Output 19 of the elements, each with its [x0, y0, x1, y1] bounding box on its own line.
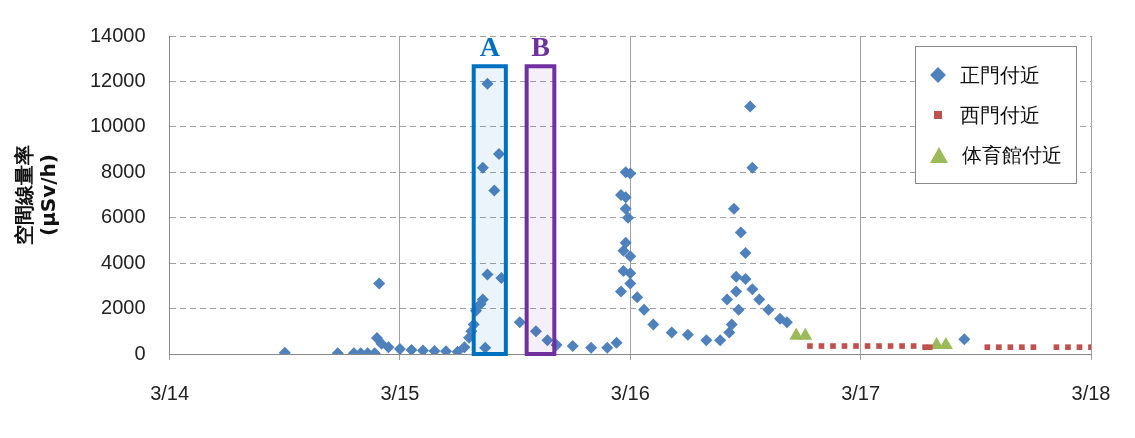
y-tick-label: 0 — [134, 341, 146, 364]
y-tick-label: 10000 — [89, 114, 146, 137]
band-label: A — [479, 31, 501, 63]
legend-label: 正門付近 — [960, 61, 1040, 89]
x-tick-label: 3/17 — [841, 381, 881, 404]
y-tick-label: 6000 — [101, 205, 146, 228]
x-tick-label: 3/15 — [380, 381, 420, 404]
x-tick-label: 3/16 — [610, 381, 650, 404]
y-tick-label: 4000 — [101, 250, 146, 273]
x-tick-label: 3/18 — [1071, 381, 1111, 404]
y-tick-label: 12000 — [89, 68, 146, 91]
band-label: B — [531, 31, 550, 63]
y-tick-label: 2000 — [101, 296, 146, 319]
y-axis-title: 空間線量率 (μSv/h) — [12, 145, 61, 245]
legend-label: 体育館付近 — [962, 141, 1062, 169]
y-tick-label: 14000 — [89, 23, 146, 46]
x-tick-label: 3/14 — [150, 381, 190, 404]
legend-label: 西門付近 — [960, 101, 1040, 129]
y-tick-label: 8000 — [101, 159, 146, 182]
